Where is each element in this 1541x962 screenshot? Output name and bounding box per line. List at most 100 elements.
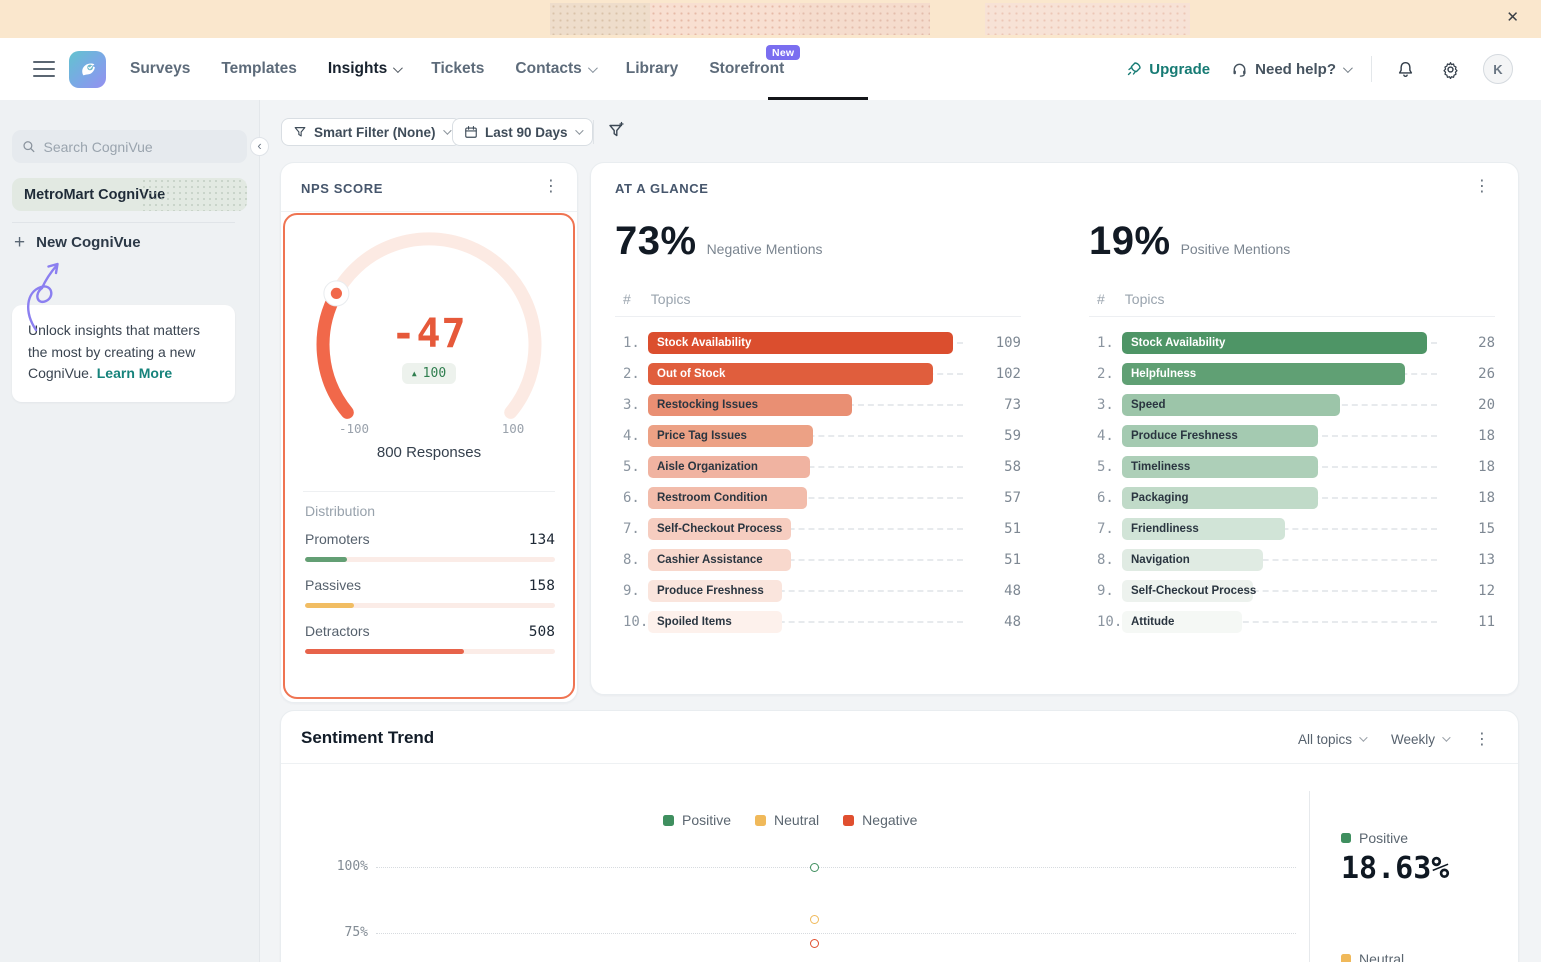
- topic-bar[interactable]: Stock Availability: [1122, 332, 1427, 354]
- leader-line: [1124, 621, 1437, 623]
- legend-item-positive[interactable]: Positive: [663, 812, 731, 828]
- app-logo[interactable]: [69, 50, 106, 88]
- nps-change-value: 100: [422, 366, 447, 381]
- topic-bar[interactable]: Out of Stock: [648, 363, 934, 385]
- menu-icon[interactable]: [33, 60, 55, 78]
- topic-row: 7. Friendliness 15: [1089, 518, 1495, 540]
- nav-item-library[interactable]: Library: [626, 60, 679, 78]
- sparrow-logo-icon: [81, 63, 95, 76]
- nav-item-templates[interactable]: Templates: [221, 60, 297, 78]
- summary-positive-value: 18.63%: [1341, 851, 1450, 886]
- nps-responses: 800 Responses: [376, 444, 482, 461]
- sidebar-item-metromart-cognivue[interactable]: MetroMart CogniVue: [12, 178, 247, 211]
- topic-bar[interactable]: Aisle Organization: [648, 456, 811, 478]
- search-box: [12, 130, 247, 163]
- kebab-menu-icon[interactable]: ⋮: [1474, 176, 1490, 195]
- upgrade-button[interactable]: Upgrade: [1126, 61, 1210, 78]
- distribution-row: Promoters 134: [305, 531, 555, 562]
- smart-filter-dropdown[interactable]: Smart Filter (None): [281, 118, 461, 146]
- topic-bar[interactable]: Attitude: [1122, 611, 1242, 633]
- topic-bar[interactable]: Restocking Issues: [648, 394, 853, 416]
- topics-filter-dropdown[interactable]: All topics: [1298, 732, 1368, 747]
- legend-swatch: [755, 814, 767, 826]
- leader-line: [650, 621, 963, 623]
- new-cognivue-button[interactable]: + New CogniVue: [14, 233, 141, 252]
- top-banner: ✕: [0, 0, 1541, 38]
- search-input[interactable]: [43, 138, 237, 155]
- topic-rank: 5.: [623, 459, 640, 475]
- topic-count: 48: [1004, 614, 1021, 630]
- nav-item-tickets[interactable]: Tickets: [431, 60, 484, 78]
- topic-rank: 10.: [1097, 614, 1123, 630]
- column-header-rank: #: [1097, 291, 1105, 307]
- nps-gauge: [309, 227, 549, 442]
- topic-bar[interactable]: Spoiled Items: [648, 611, 783, 633]
- chevron-down-icon: [587, 62, 598, 73]
- topic-count: 51: [1004, 521, 1021, 537]
- nav-item-storefront[interactable]: Storefront New: [709, 45, 801, 78]
- date-range-label: Last 90 Days: [485, 124, 568, 140]
- arrow-doodle: [27, 262, 59, 332]
- progress-fill: [305, 649, 464, 654]
- banner-pattern: [550, 3, 650, 35]
- nav-item-insights[interactable]: Insights: [328, 60, 404, 78]
- topic-bar[interactable]: Price Tag Issues: [648, 425, 813, 447]
- topic-bar[interactable]: Cashier Assistance: [648, 549, 791, 571]
- nav-item-surveys[interactable]: Surveys: [130, 60, 190, 78]
- chevron-down-icon: [393, 62, 404, 73]
- topic-bar[interactable]: Packaging: [1122, 487, 1318, 509]
- data-point-neutral[interactable]: [809, 915, 819, 925]
- topic-bar[interactable]: Restroom Condition: [648, 487, 808, 509]
- banner-pattern: [985, 3, 1190, 35]
- topic-row: 10. Attitude 11: [1089, 611, 1495, 633]
- topic-bar[interactable]: Speed: [1122, 394, 1340, 416]
- main-content: Smart Filter (None) Last 90 Days NPS SCO…: [260, 100, 1541, 962]
- topic-count: 26: [1478, 366, 1495, 382]
- topic-bar[interactable]: Produce Freshness: [1122, 425, 1318, 447]
- promo-text: Unlock insights that matters the most by…: [28, 322, 200, 382]
- date-range-dropdown[interactable]: Last 90 Days: [452, 118, 593, 146]
- nav-right-cluster: Upgrade Need help?: [1126, 54, 1513, 84]
- nav-item-contacts[interactable]: Contacts: [515, 60, 598, 78]
- y-axis-tick: 100%: [336, 859, 368, 874]
- avatar[interactable]: K: [1483, 54, 1513, 84]
- nav-item-label: Tickets: [431, 60, 485, 77]
- nps-change-badge: ▲ 100: [401, 363, 457, 384]
- legend-label: Negative: [862, 812, 918, 828]
- topic-row: 6. Packaging 18: [1089, 487, 1495, 509]
- topic-bar[interactable]: Helpfulness: [1122, 363, 1405, 385]
- add-filter-icon[interactable]: [607, 121, 627, 146]
- progress-fill: [305, 603, 355, 608]
- topic-row: 8. Navigation 13: [1089, 549, 1495, 571]
- column-header-topics: Topics: [1124, 291, 1165, 307]
- topic-bar[interactable]: Friendliness: [1122, 518, 1286, 540]
- kebab-menu-icon[interactable]: ⋮: [543, 176, 559, 195]
- nav-item-label: Storefront: [709, 60, 785, 77]
- summary-neutral-label: Neutral: [1341, 951, 1404, 962]
- topic-rank: 2.: [1097, 366, 1114, 382]
- topic-bar[interactable]: Timeliness: [1122, 456, 1318, 478]
- topic-row: 1. Stock Availability 28: [1089, 332, 1495, 354]
- search-icon: [23, 141, 35, 153]
- need-help-button[interactable]: Need help?: [1231, 61, 1353, 78]
- close-icon[interactable]: ✕: [1506, 9, 1519, 26]
- learn-more-link[interactable]: Learn More: [96, 365, 173, 382]
- legend-item-negative[interactable]: Negative: [843, 812, 917, 828]
- bell-icon[interactable]: [1393, 57, 1417, 81]
- data-point-positive[interactable]: [809, 862, 819, 872]
- topic-bar[interactable]: Produce Freshness: [648, 580, 783, 602]
- chevron-down-icon: [1359, 733, 1368, 742]
- data-point-negative[interactable]: [809, 939, 819, 949]
- topic-row: 1. Stock Availability 109: [615, 332, 1021, 354]
- topic-bar[interactable]: Navigation: [1122, 549, 1264, 571]
- period-filter-dropdown[interactable]: Weekly: [1391, 732, 1451, 747]
- gear-icon[interactable]: [1438, 57, 1462, 81]
- topic-bar[interactable]: Stock Availability: [648, 332, 953, 354]
- topic-bar[interactable]: Self-Checkout Process: [1122, 580, 1256, 602]
- kebab-menu-icon[interactable]: ⋮: [1474, 729, 1490, 748]
- legend-item-neutral[interactable]: Neutral: [755, 812, 819, 828]
- progress-fill: [305, 557, 347, 562]
- topic-bar[interactable]: Self-Checkout Process: [648, 518, 791, 540]
- divider: [303, 491, 555, 492]
- sidebar-collapse-button[interactable]: ‹: [250, 137, 269, 156]
